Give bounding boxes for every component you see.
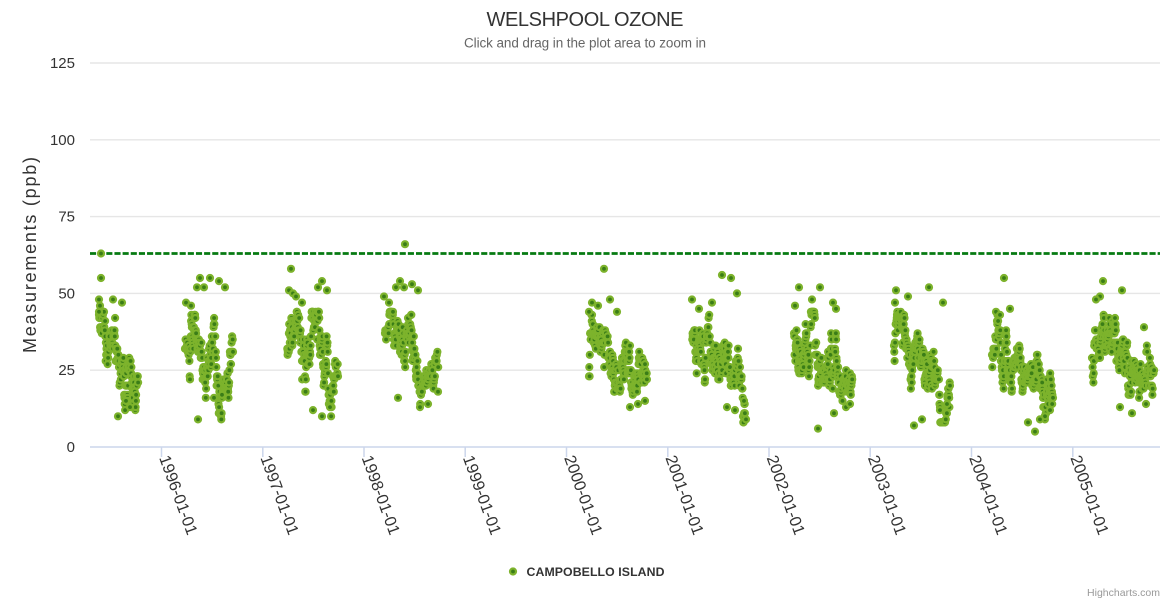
svg-text:125: 125	[50, 55, 75, 72]
svg-text:CAMPOBELLO ISLAND: CAMPOBELLO ISLAND	[527, 565, 665, 579]
svg-text:WELSHPOOL OZONE: WELSHPOOL OZONE	[487, 9, 684, 31]
svg-text:Click and drag in the plot are: Click and drag in the plot area to zoom …	[464, 36, 706, 51]
svg-text:100: 100	[50, 132, 75, 149]
svg-text:25: 25	[58, 362, 75, 379]
svg-text:50: 50	[58, 285, 75, 302]
svg-text:Highcharts.com: Highcharts.com	[1087, 587, 1160, 599]
svg-text:0: 0	[67, 439, 75, 456]
svg-text:75: 75	[58, 209, 75, 226]
